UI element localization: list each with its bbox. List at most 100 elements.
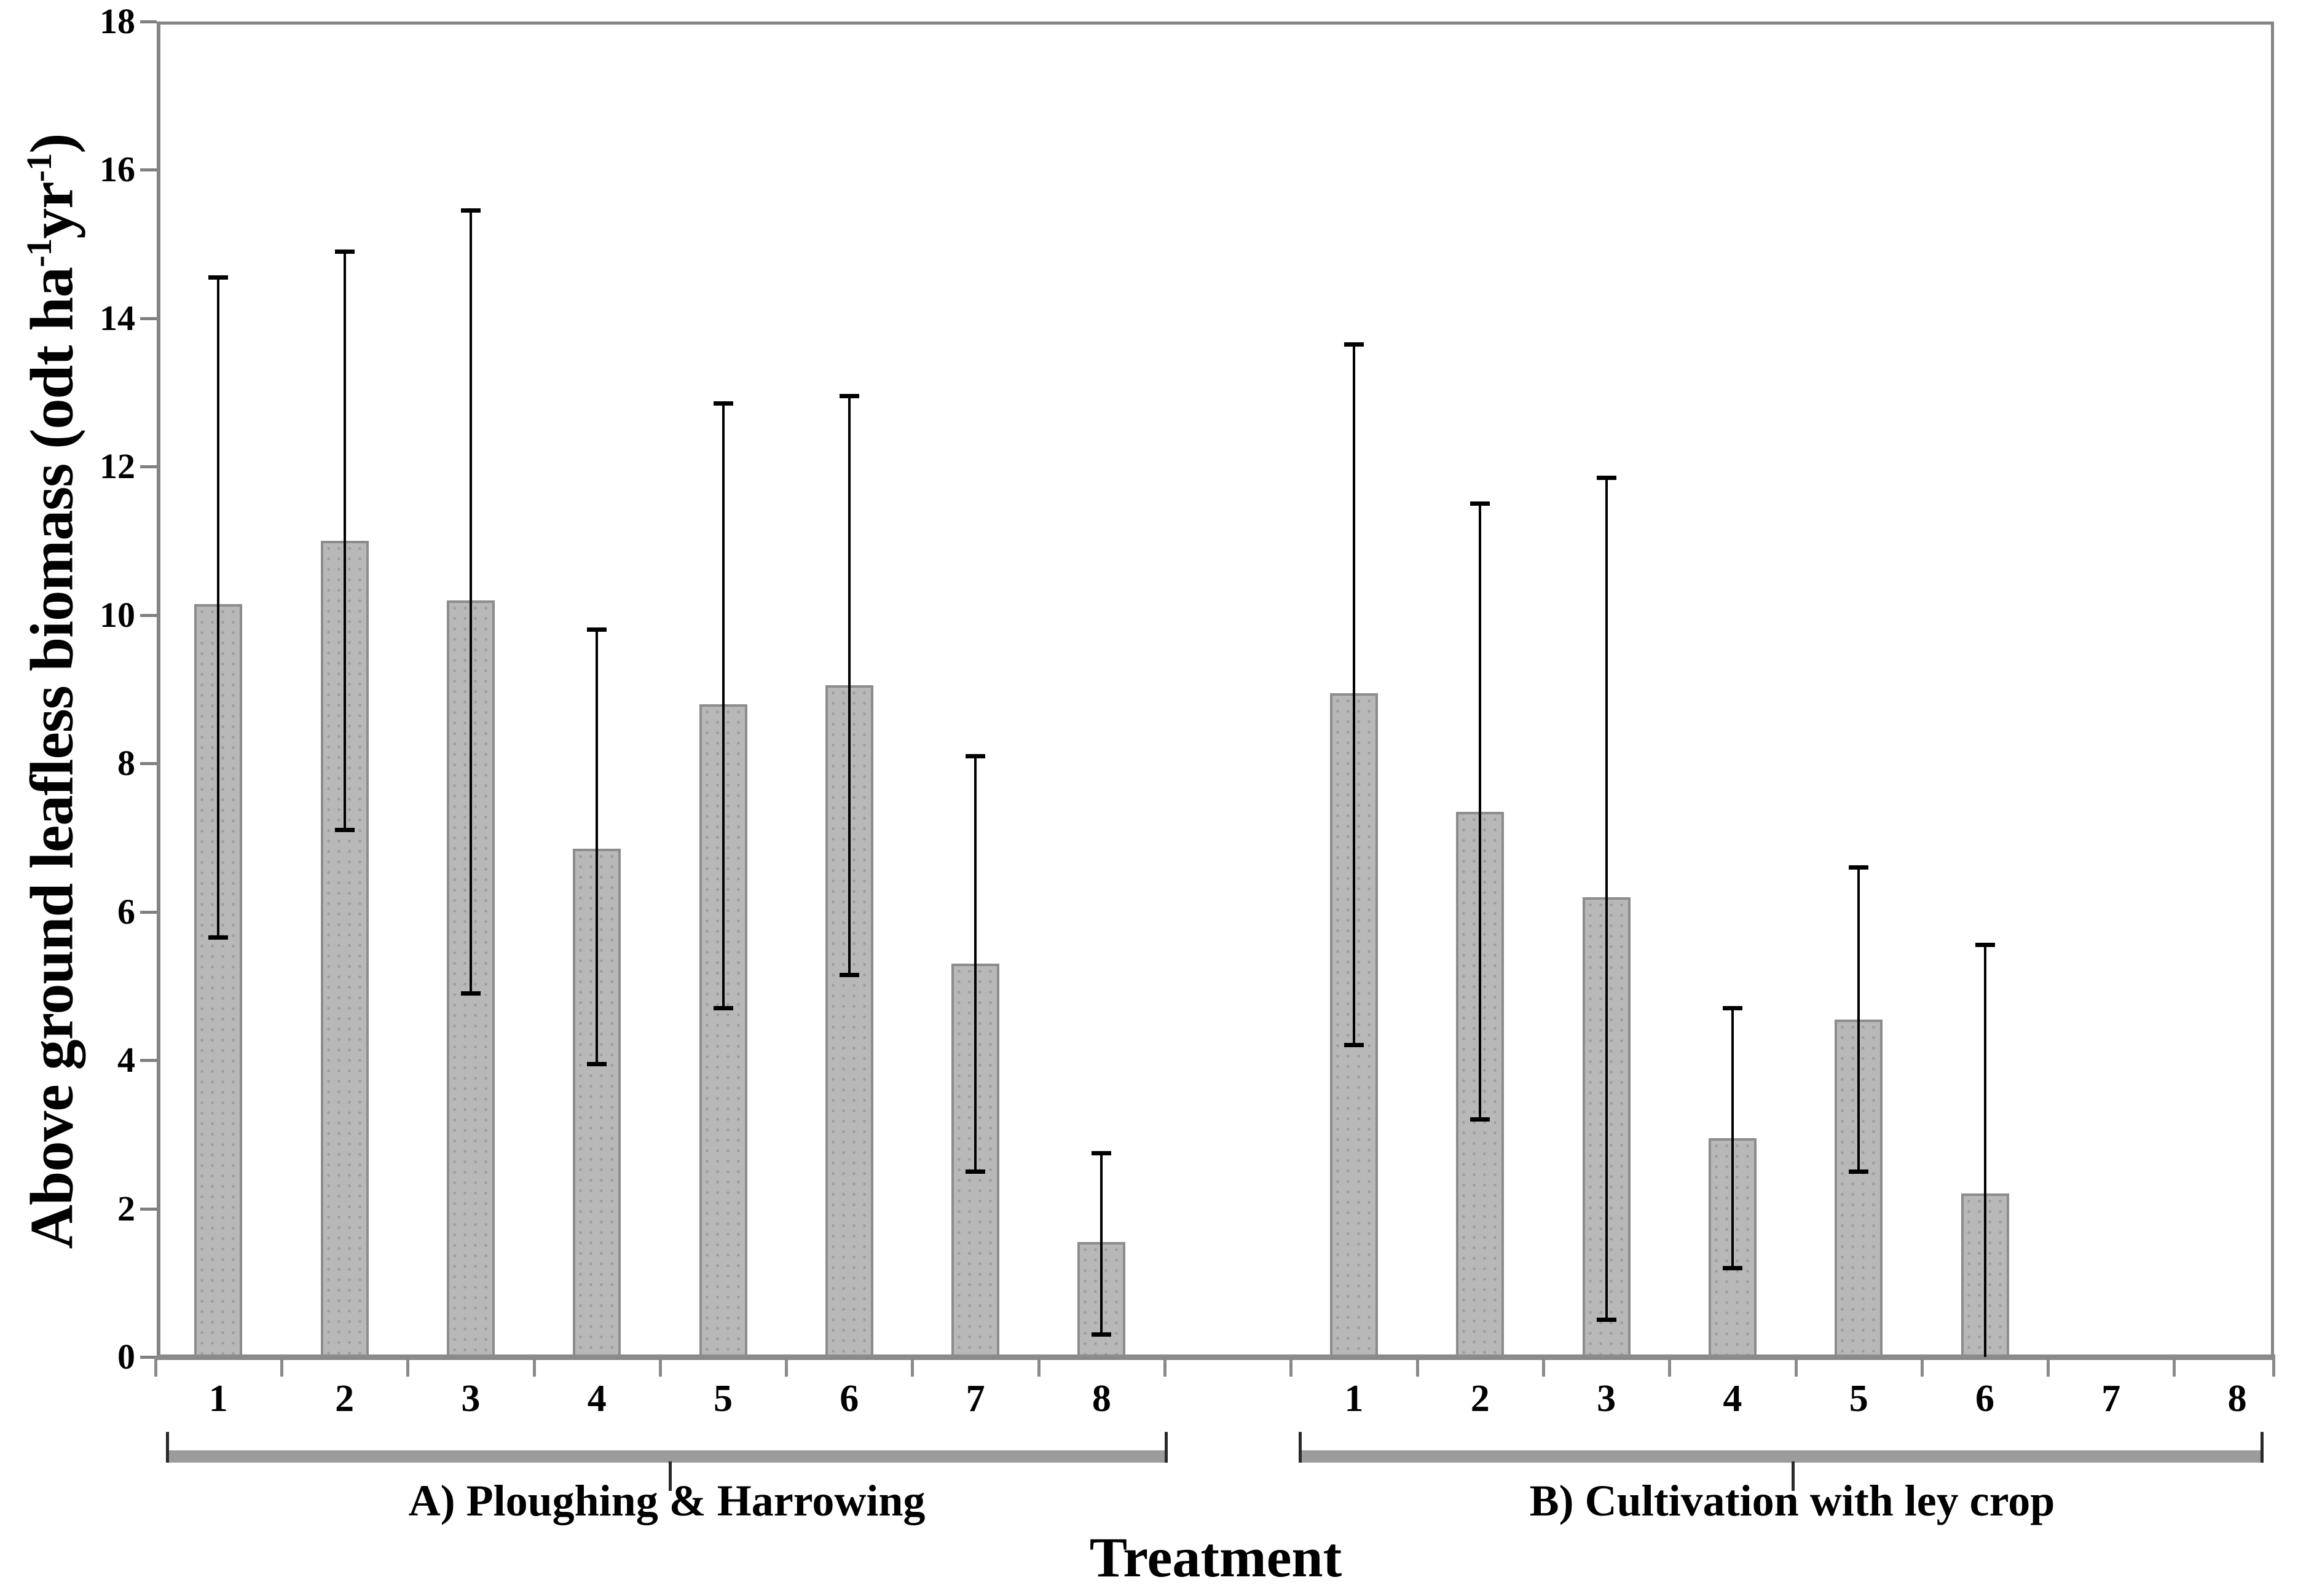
error-bar-upper-cap bbox=[1470, 501, 1490, 506]
y-axis-tick bbox=[140, 1356, 157, 1359]
error-bar-line bbox=[848, 396, 851, 975]
x-axis-tick bbox=[2173, 1357, 2176, 1377]
x-axis-tick bbox=[1163, 1357, 1167, 1377]
y-axis-label-superscript: -1 bbox=[19, 238, 60, 267]
x-axis-tick bbox=[154, 1357, 157, 1377]
group-a-label: A) Ploughing & Harrowing bbox=[408, 1476, 926, 1525]
x-axis-tick bbox=[532, 1357, 536, 1377]
x-axis-tick-label: 6 bbox=[1975, 1378, 1994, 1420]
group-a-brace-center-tick bbox=[669, 1461, 672, 1491]
error-bar-lower-cap bbox=[460, 991, 481, 996]
error-bar-line bbox=[596, 629, 599, 1064]
y-axis-tick-label: 2 bbox=[117, 1188, 135, 1228]
group-b-label: B) Cultivation with ley crop bbox=[1529, 1476, 2055, 1525]
x-axis-tick bbox=[785, 1357, 789, 1377]
x-axis-tick-label: 2 bbox=[1470, 1378, 1490, 1420]
y-axis-tick-label: 4 bbox=[117, 1040, 135, 1080]
x-axis-tick-label: 7 bbox=[966, 1378, 985, 1420]
x-axis-tick bbox=[1037, 1357, 1041, 1377]
error-bar-lower-cap bbox=[1470, 1117, 1490, 1122]
x-axis-tick-label: 5 bbox=[714, 1378, 733, 1420]
error-bar-lower-cap bbox=[334, 828, 355, 833]
error-bar-lower-cap bbox=[208, 935, 229, 940]
x-axis-tick bbox=[2047, 1357, 2050, 1377]
x-axis-tick-label: 5 bbox=[1849, 1378, 1868, 1420]
error-bar-upper-cap bbox=[1092, 1150, 1112, 1155]
error-bar-line bbox=[722, 403, 725, 1008]
x-axis-tick bbox=[2272, 1357, 2275, 1377]
x-axis-tick-label: 1 bbox=[208, 1378, 228, 1420]
plot-area-frame bbox=[157, 22, 2274, 1357]
error-bar-upper-cap bbox=[1722, 1006, 1742, 1011]
error-bar-upper-cap bbox=[1975, 943, 1995, 948]
error-bar-line bbox=[343, 251, 346, 830]
y-axis-tick bbox=[140, 1207, 157, 1211]
y-axis-tick bbox=[140, 168, 157, 172]
x-axis-tick bbox=[406, 1357, 410, 1377]
y-axis-tick bbox=[140, 762, 157, 766]
error-bar-line bbox=[974, 756, 977, 1172]
y-axis-label-text: ) bbox=[17, 133, 86, 154]
x-axis-tick-label: 7 bbox=[2101, 1378, 2121, 1420]
y-axis-tick bbox=[140, 910, 157, 914]
error-bar-line bbox=[1731, 1008, 1734, 1268]
y-axis-tick bbox=[140, 1059, 157, 1063]
error-bar-lower-cap bbox=[1344, 1043, 1364, 1048]
error-bar-lower-cap bbox=[587, 1061, 607, 1066]
y-axis-tick bbox=[140, 316, 157, 320]
error-bar-line bbox=[217, 277, 220, 938]
x-axis-tick bbox=[658, 1357, 662, 1377]
y-axis-tick-label: 14 bbox=[100, 297, 135, 338]
x-axis-tick-label: 2 bbox=[335, 1378, 355, 1420]
error-bar-upper-cap bbox=[1849, 865, 1869, 870]
x-axis-tick bbox=[1289, 1357, 1293, 1377]
error-bar-line bbox=[469, 210, 472, 994]
x-axis-tick-label: 8 bbox=[2227, 1378, 2247, 1420]
error-bar-upper-cap bbox=[839, 394, 859, 399]
group-b-brace-right-end bbox=[2261, 1432, 2264, 1463]
x-axis-tick-label: 3 bbox=[1597, 1378, 1616, 1420]
y-axis-tick-label: 18 bbox=[100, 1, 135, 41]
error-bar-line bbox=[1605, 478, 1608, 1320]
error-bar-upper-cap bbox=[1596, 475, 1616, 480]
error-bar-lower-cap bbox=[713, 1006, 733, 1011]
x-axis-tick-label: 4 bbox=[1723, 1378, 1742, 1420]
x-axis-tick bbox=[1920, 1357, 1924, 1377]
error-bar-line bbox=[1353, 344, 1355, 1045]
x-axis-tick bbox=[1794, 1357, 1798, 1377]
y-axis-tick bbox=[140, 20, 157, 23]
y-axis-tick bbox=[140, 613, 157, 617]
x-axis-title: Treatment bbox=[1089, 1526, 1342, 1589]
group-b-brace bbox=[1299, 1450, 2264, 1463]
error-bar-lower-cap bbox=[839, 972, 859, 977]
x-axis-tick-label: 4 bbox=[587, 1378, 607, 1420]
error-bar-upper-cap bbox=[460, 208, 481, 213]
x-axis-tick bbox=[1415, 1357, 1419, 1377]
error-bar-lower-cap bbox=[1596, 1318, 1616, 1323]
x-axis-line bbox=[157, 1354, 2275, 1360]
error-bar-upper-cap bbox=[1344, 342, 1364, 347]
y-axis-label-text: yr bbox=[17, 182, 86, 239]
x-axis-tick-label: 1 bbox=[1344, 1378, 1364, 1420]
x-axis-tick bbox=[911, 1357, 915, 1377]
group-a-brace-left-end bbox=[166, 1432, 169, 1463]
y-axis-tick-label: 0 bbox=[117, 1337, 135, 1377]
y-axis-tick-label: 6 bbox=[117, 891, 135, 932]
x-axis-tick bbox=[1668, 1357, 1672, 1377]
error-bar-upper-cap bbox=[208, 275, 229, 280]
error-bar-lower-cap bbox=[1849, 1169, 1869, 1174]
error-bar-upper-cap bbox=[587, 627, 607, 632]
group-a-brace bbox=[166, 1450, 1168, 1463]
y-axis-tick-label: 8 bbox=[117, 743, 135, 784]
y-axis-tick bbox=[140, 465, 157, 469]
group-b-brace-left-end bbox=[1299, 1432, 1302, 1463]
error-bar-upper-cap bbox=[713, 401, 733, 406]
x-axis-tick-label: 6 bbox=[840, 1378, 859, 1420]
x-axis-tick bbox=[280, 1357, 283, 1377]
error-bar-line bbox=[1857, 867, 1860, 1172]
x-axis-tick-label: 3 bbox=[461, 1378, 481, 1420]
error-bar-lower-cap bbox=[1722, 1265, 1742, 1270]
group-b-brace-center-tick bbox=[1792, 1461, 1795, 1491]
y-axis-tick-label: 16 bbox=[100, 149, 135, 190]
